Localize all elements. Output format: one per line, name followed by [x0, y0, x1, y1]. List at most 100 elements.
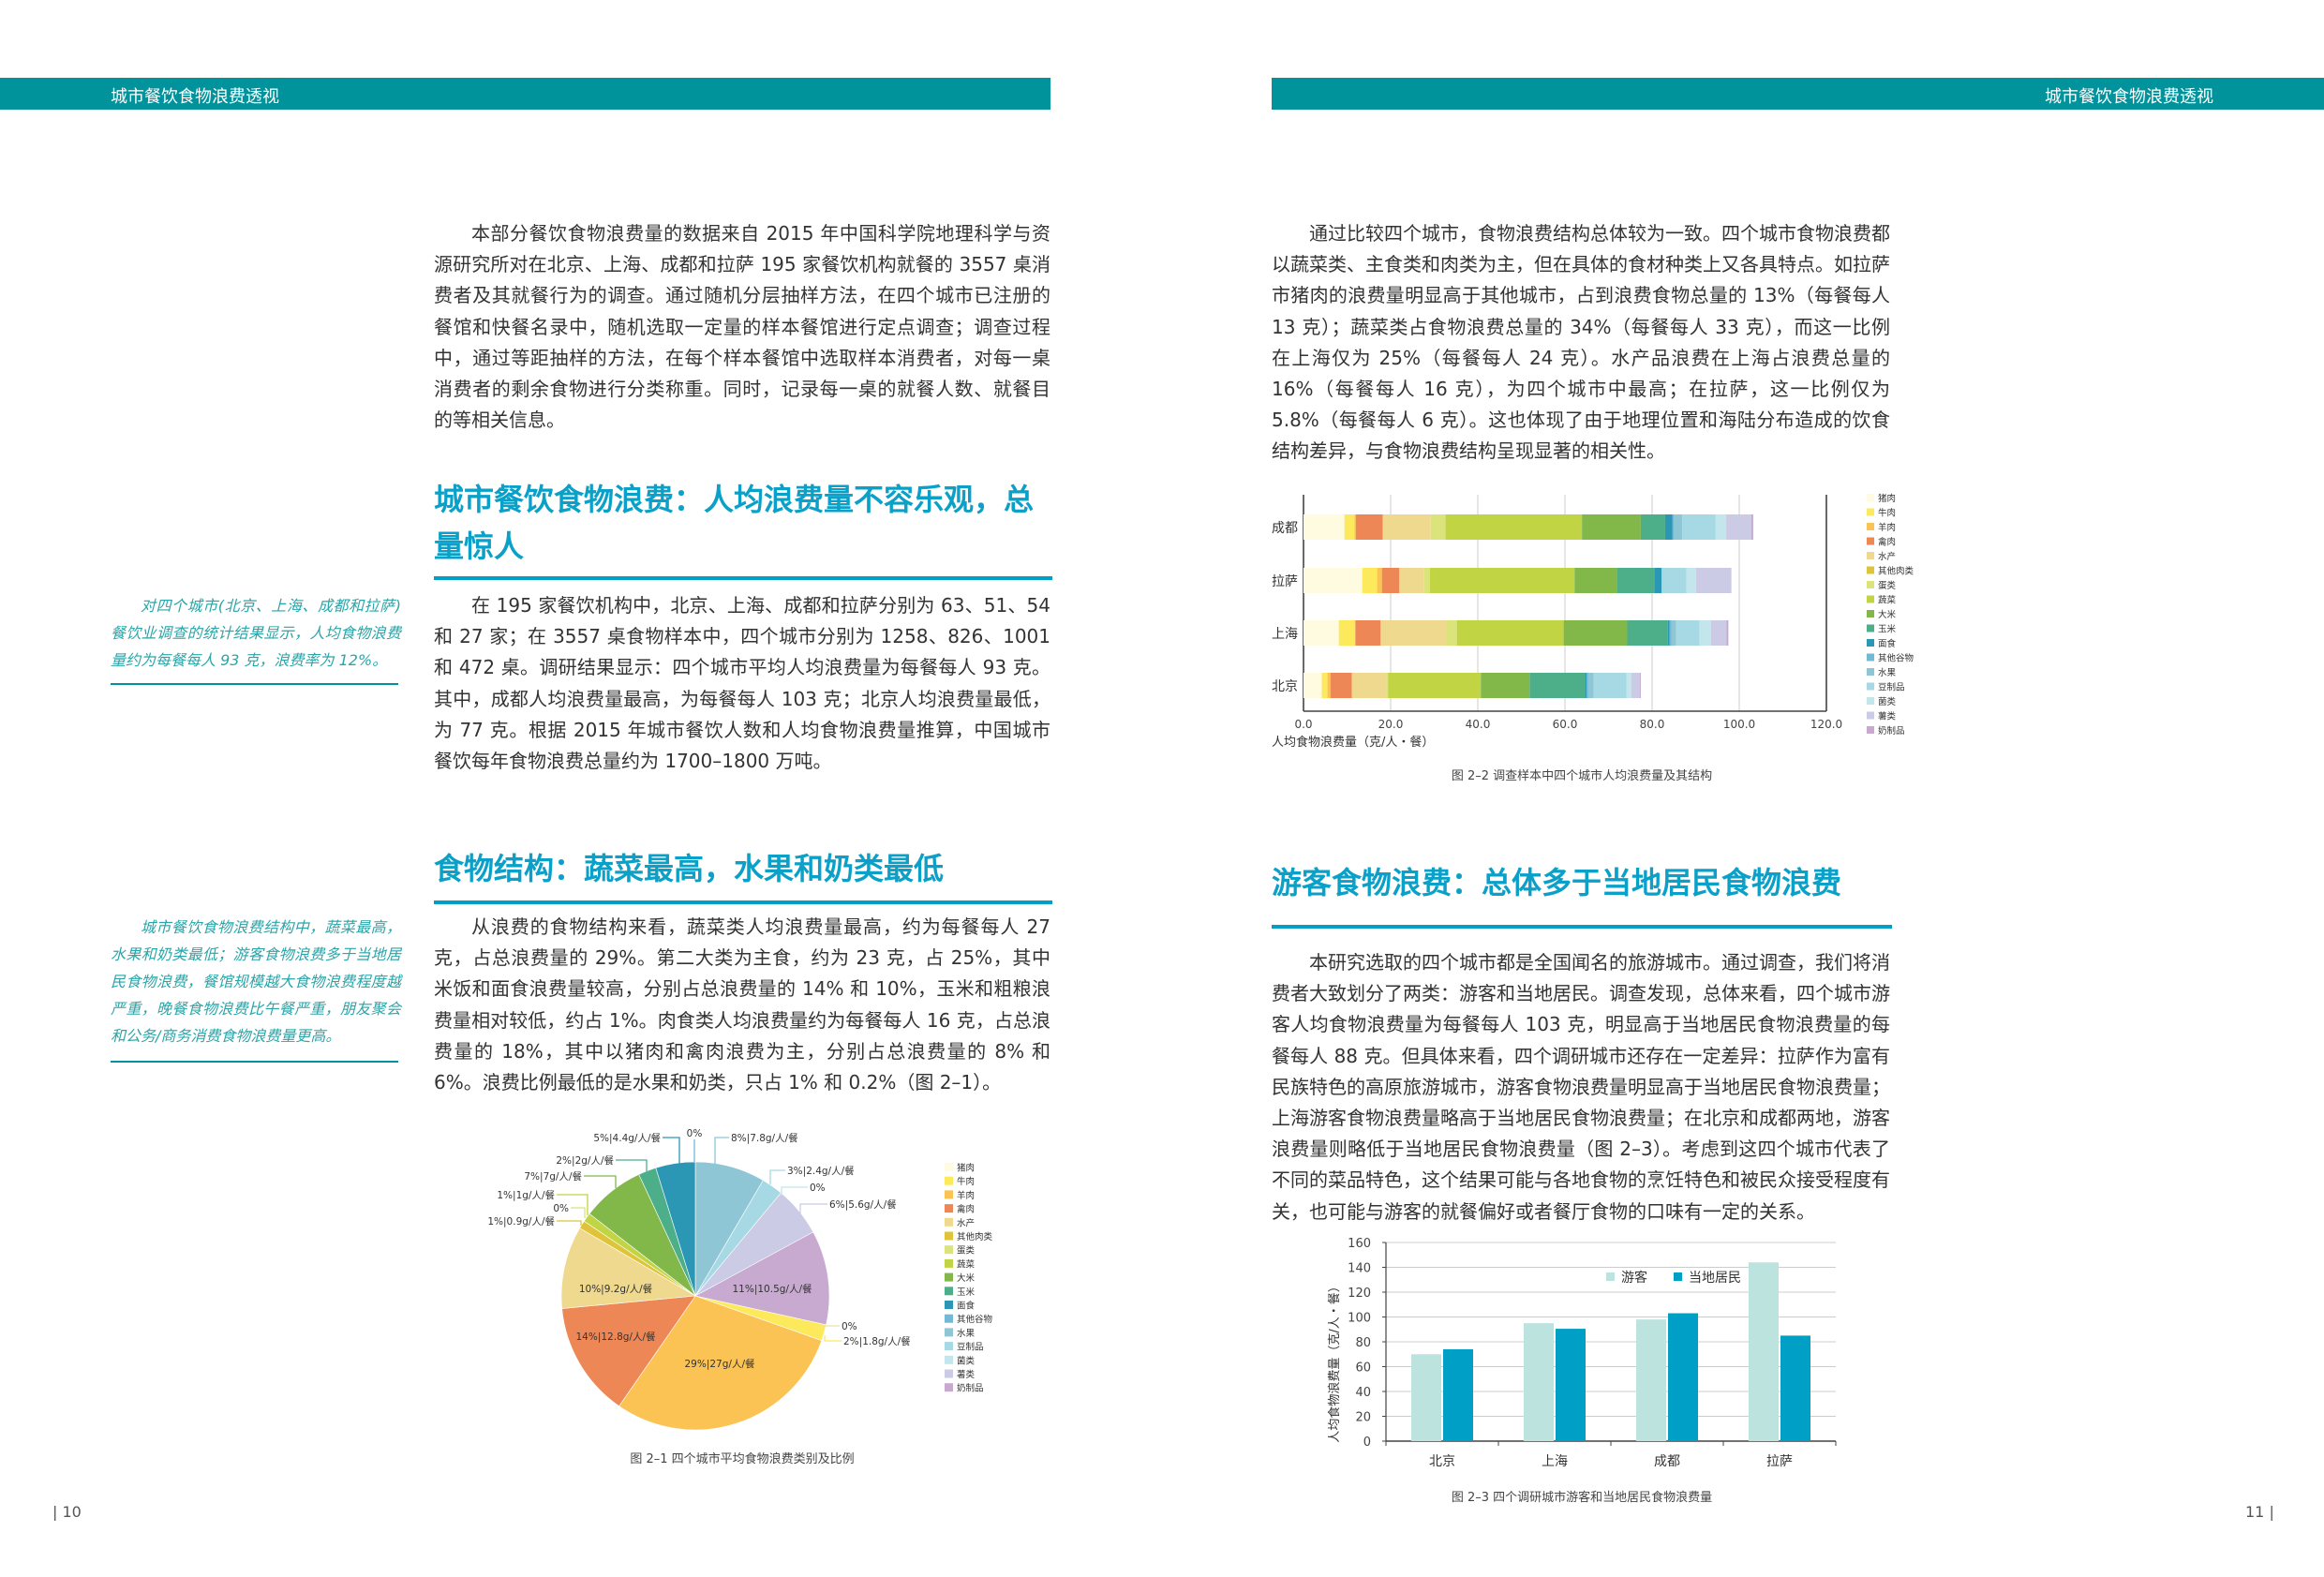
legend-swatch — [1867, 653, 1874, 662]
pie-data-label: 29%|27g/人/餐 — [685, 1358, 755, 1370]
bar-segment-拉萨-大米 — [1574, 568, 1617, 593]
pie-data-label: 0% — [553, 1203, 569, 1214]
pie-data-label: 0% — [687, 1128, 703, 1139]
legend-label: 薯类 — [1878, 711, 1897, 722]
pie-legend-swatch — [945, 1176, 953, 1185]
bar-segment-成都-水产 — [1382, 514, 1431, 540]
bar-segment-拉萨-菌类 — [1686, 568, 1696, 593]
bar-成都-当地居民 — [1668, 1313, 1698, 1441]
x-tick-label: 40.0 — [1466, 718, 1491, 731]
figure-caption: 图 2–3 四个调研城市游客和当地居民食物浪费量 — [1452, 1490, 1712, 1505]
pie-legend-label: 蛋类 — [957, 1245, 976, 1257]
pie-data-label: 2%|2g/人/餐 — [556, 1154, 614, 1167]
bar-segment-上海-豆制品 — [1676, 620, 1700, 646]
pie-data-label: 10%|9.2g/人/餐 — [579, 1283, 653, 1295]
intro-paragraph: 本部分餐饮食物浪费量的数据来自 2015 年中国科学院地理科学与资源研究所对在北… — [434, 222, 1050, 432]
category-label: 拉萨 — [1766, 1454, 1793, 1469]
bar-segment-成都-羊肉 — [1354, 514, 1356, 540]
pie-legend-swatch — [945, 1328, 953, 1337]
pie-legend-label: 面食 — [957, 1301, 976, 1312]
pie-data-label: 0% — [810, 1183, 826, 1194]
bar-segment-北京-豆制品 — [1593, 673, 1627, 698]
section-heading-3: 游客食物浪费：总体多于当地居民食物浪费 — [1272, 865, 1842, 900]
y-axis-title: 人均食物浪费量（克/人・餐） — [1327, 1280, 1342, 1442]
x-tick-label: 60.0 — [1553, 718, 1578, 731]
bar-segment-上海-面食 — [1667, 620, 1670, 646]
running-title-right: 城市餐饮食物浪费透视 — [2045, 87, 2213, 107]
figure-caption: 图 2–1 四个城市平均食物浪费类别及比例 — [630, 1451, 854, 1466]
legend-label: 面食 — [1878, 638, 1897, 649]
bar-segment-拉萨-水产 — [1399, 568, 1424, 593]
page-number: 10 — [62, 1503, 82, 1521]
bar-segment-北京-羊肉 — [1327, 673, 1331, 698]
legend-label: 游客 — [1621, 1270, 1647, 1286]
bar-segment-上海-禽肉 — [1355, 620, 1381, 646]
x-tick-label: 100.0 — [1723, 718, 1755, 731]
legend-label: 禽肉 — [1878, 537, 1896, 548]
pie-slice-羊肉 — [618, 1295, 823, 1431]
bar-segment-成都-禽肉 — [1355, 514, 1383, 540]
legend-swatch — [1867, 523, 1874, 530]
legend-swatch — [1867, 494, 1874, 501]
pie-leader-line — [799, 1203, 827, 1216]
pie-legend-swatch — [945, 1190, 953, 1199]
legend-swatch — [1867, 552, 1874, 559]
bar-segment-拉萨-猪肉 — [1304, 568, 1363, 593]
bar-segment-北京-奶制品 — [1639, 673, 1641, 698]
y-tick-label: 160 — [1348, 1237, 1371, 1251]
bar-segment-上海-大米 — [1563, 620, 1628, 646]
x-axis-title: 人均食物浪费量（克/人・餐） — [1272, 735, 1434, 750]
bar-segment-上海-蛋类 — [1446, 620, 1457, 646]
bar-segment-拉萨-牛肉 — [1362, 568, 1378, 593]
heading-rule — [1272, 925, 1892, 929]
pie-slice-奶制品 — [694, 1231, 830, 1326]
pie-legend-swatch — [945, 1287, 953, 1296]
sidebar-note-2: 城市餐饮食物浪费结构中，蔬菜最高，水果和奶类最低；游客食物浪费多于当地居民食物浪… — [111, 918, 401, 1045]
bar-segment-北京-猪肉 — [1304, 673, 1322, 698]
bar-segment-上海-薯类 — [1710, 620, 1727, 646]
pie-legend-label: 猪肉 — [957, 1163, 975, 1174]
bar-segment-北京-其他谷物 — [1587, 673, 1589, 698]
bar-segment-北京-蛋类 — [1386, 673, 1389, 698]
legend-swatch — [1867, 711, 1874, 720]
bar-segment-北京-面食 — [1585, 673, 1587, 698]
pie-legend-swatch — [945, 1383, 953, 1392]
bar-上海-当地居民 — [1556, 1329, 1586, 1441]
bar-segment-拉萨-豆制品 — [1661, 568, 1687, 593]
legend-label: 玉米 — [1878, 624, 1897, 635]
bar-segment-上海-水果 — [1671, 620, 1676, 646]
pie-leader-line — [769, 1169, 785, 1184]
legend-swatch — [1867, 508, 1874, 516]
bar-segment-成都-菌类 — [1715, 514, 1727, 540]
pie-legend-label: 水产 — [957, 1217, 975, 1228]
pie-legend-swatch — [945, 1355, 953, 1364]
pie-legend-swatch — [945, 1314, 953, 1323]
pie-legend-swatch — [945, 1204, 953, 1213]
legend-swatch — [1867, 595, 1874, 603]
figure-caption: 图 2–2 调查样本中四个城市人均浪费量及其结构 — [1452, 768, 1712, 783]
heading-rule — [434, 900, 1052, 904]
pie-legend-label: 其他肉类 — [957, 1231, 993, 1242]
bar-segment-成都-薯类 — [1726, 514, 1752, 540]
pie-legend-label: 玉米 — [957, 1287, 976, 1298]
pie-legend-swatch — [945, 1217, 953, 1227]
legend-swatch — [1867, 537, 1874, 545]
pie-legend-swatch — [945, 1342, 953, 1351]
x-tick-label: 20.0 — [1378, 718, 1404, 731]
category-label: 成都 — [1272, 521, 1298, 536]
legend-swatch — [1867, 726, 1874, 734]
category-label: 北京 — [1429, 1454, 1455, 1469]
y-tick-label: 120 — [1348, 1287, 1371, 1301]
legend-swatch — [1867, 682, 1874, 691]
pie-legend-label: 其他谷物 — [957, 1314, 993, 1325]
pie-slice-面食 — [655, 1161, 696, 1297]
bar-segment-拉萨-蔬菜 — [1429, 568, 1575, 593]
pie-leader-line — [663, 1137, 680, 1164]
x-tick-label: 120.0 — [1810, 718, 1842, 731]
x-tick-label: 80.0 — [1640, 718, 1665, 731]
pie-leader-line — [616, 1159, 648, 1171]
pie-leader-line — [824, 1335, 842, 1342]
pie-data-label: 1%|1g/人/餐 — [497, 1189, 555, 1201]
category-label: 北京 — [1272, 679, 1298, 694]
